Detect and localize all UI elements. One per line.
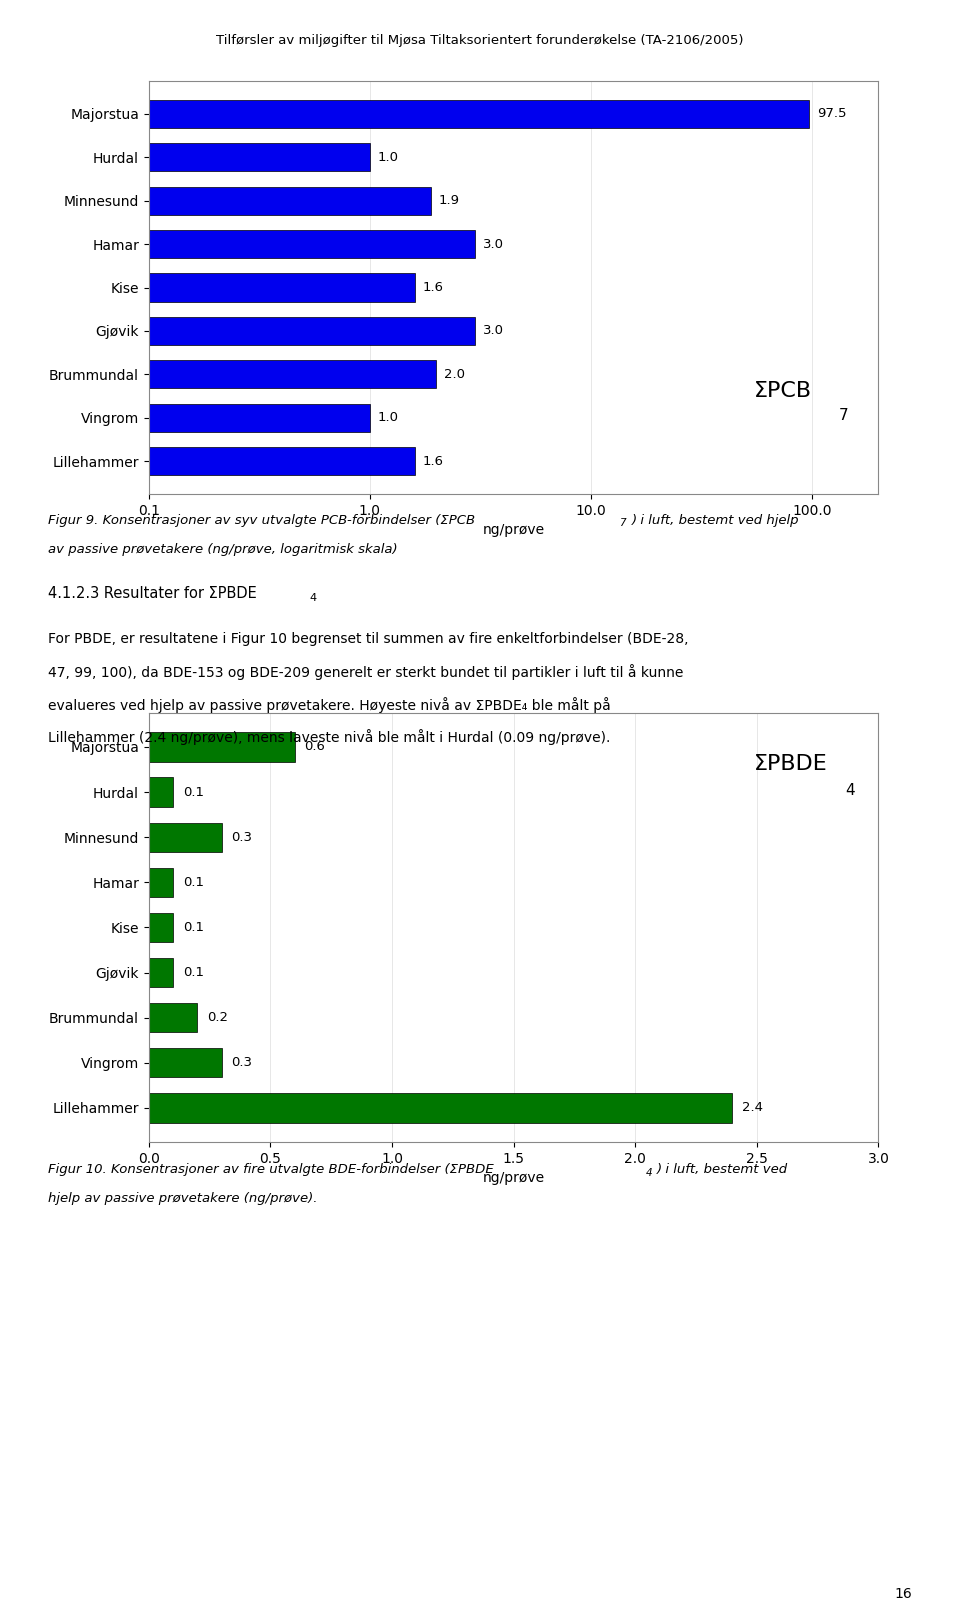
Bar xyxy=(149,1048,222,1077)
Bar xyxy=(0,143,370,172)
Bar xyxy=(149,1003,198,1032)
Bar xyxy=(0,403,370,433)
Bar xyxy=(149,957,173,987)
Text: For PBDE, er resultatene i Figur 10 begrenset til summen av fire enkeltforbindel: For PBDE, er resultatene i Figur 10 begr… xyxy=(48,632,688,646)
Text: 7: 7 xyxy=(838,408,848,423)
Text: 47, 99, 100), da BDE-153 og BDE-209 generelt er sterkt bundet til partikler i lu: 47, 99, 100), da BDE-153 og BDE-209 gene… xyxy=(48,664,684,680)
Bar xyxy=(149,912,173,943)
Text: av passive prøvetakere (ng/prøve, logaritmisk skala): av passive prøvetakere (ng/prøve, logari… xyxy=(48,543,397,556)
Text: evalueres ved hjelp av passive prøvetakere. Høyeste nivå av ΣPBDE₄ ble målt på: evalueres ved hjelp av passive prøvetake… xyxy=(48,697,611,713)
Bar xyxy=(0,318,475,345)
Text: 2.4: 2.4 xyxy=(742,1102,763,1115)
Text: 1.0: 1.0 xyxy=(377,151,398,164)
Bar xyxy=(0,360,437,389)
Text: 0.1: 0.1 xyxy=(182,786,204,799)
Bar xyxy=(149,778,173,807)
Bar xyxy=(0,447,415,475)
Text: Tilførsler av miljøgifter til Mjøsa Tiltaksorientert forunderøkelse (TA-2106/200: Tilførsler av miljøgifter til Mjøsa Tilt… xyxy=(216,34,744,47)
Bar xyxy=(0,186,431,215)
Text: 2.0: 2.0 xyxy=(444,368,465,381)
Text: 1.6: 1.6 xyxy=(422,280,444,295)
Text: ) i luft, bestemt ved: ) i luft, bestemt ved xyxy=(657,1163,788,1176)
Text: 0.3: 0.3 xyxy=(231,831,252,844)
Text: 0.2: 0.2 xyxy=(207,1011,228,1024)
Text: 4.1.2.3 Resultater for ΣPBDE: 4.1.2.3 Resultater for ΣPBDE xyxy=(48,586,256,601)
Text: 0.3: 0.3 xyxy=(231,1056,252,1069)
Text: Figur 9. Konsentrasjoner av syv utvalgte PCB-forbindelser (ΣPCB: Figur 9. Konsentrasjoner av syv utvalgte… xyxy=(48,514,475,526)
Text: 1.6: 1.6 xyxy=(422,455,444,468)
Text: 4: 4 xyxy=(646,1168,653,1178)
Bar xyxy=(0,274,415,301)
Text: Figur 10. Konsentrasjoner av fire utvalgte BDE-forbindelser (ΣPBDE: Figur 10. Konsentrasjoner av fire utvalg… xyxy=(48,1163,493,1176)
Text: 0.1: 0.1 xyxy=(182,920,204,935)
Text: hjelp av passive prøvetakere (ng/prøve).: hjelp av passive prøvetakere (ng/prøve). xyxy=(48,1192,318,1205)
Bar xyxy=(149,732,295,761)
Text: Lillehammer (2.4 ng/prøve), mens laveste nivå ble målt i Hurdal (0.09 ng/prøve).: Lillehammer (2.4 ng/prøve), mens laveste… xyxy=(48,729,611,745)
Bar xyxy=(149,868,173,897)
Bar xyxy=(0,230,475,258)
X-axis label: ng/prøve: ng/prøve xyxy=(483,523,544,538)
Text: 16: 16 xyxy=(895,1586,912,1601)
Text: 0.6: 0.6 xyxy=(304,740,325,753)
Bar xyxy=(149,823,222,852)
Text: 4: 4 xyxy=(845,782,854,797)
Text: 1.0: 1.0 xyxy=(377,411,398,424)
Text: 7: 7 xyxy=(619,518,626,528)
X-axis label: ng/prøve: ng/prøve xyxy=(483,1171,544,1186)
Text: 3.0: 3.0 xyxy=(483,324,504,337)
Text: ΣPCB: ΣPCB xyxy=(755,381,812,400)
Bar xyxy=(0,100,809,128)
Bar xyxy=(149,1094,732,1123)
Text: 0.1: 0.1 xyxy=(182,966,204,978)
Text: ΣPBDE: ΣPBDE xyxy=(755,755,828,774)
Text: 97.5: 97.5 xyxy=(817,107,847,120)
Text: 0.1: 0.1 xyxy=(182,876,204,889)
Text: 1.9: 1.9 xyxy=(439,194,460,207)
Text: 4: 4 xyxy=(309,593,316,603)
Text: ) i luft, bestemt ved hjelp: ) i luft, bestemt ved hjelp xyxy=(632,514,799,526)
Text: 3.0: 3.0 xyxy=(483,238,504,251)
